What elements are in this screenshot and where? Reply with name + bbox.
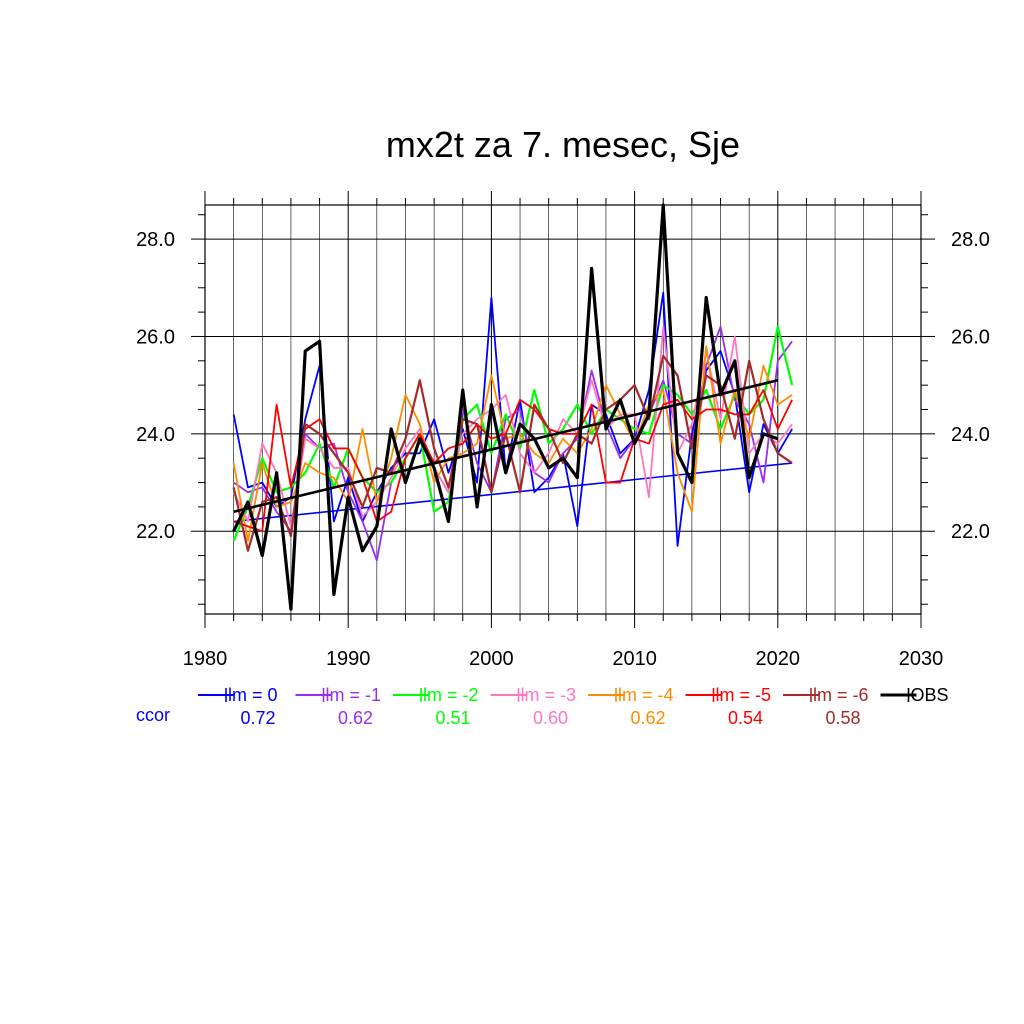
legend-ccor-value: 0.51 — [435, 708, 470, 728]
legend: lm = 0 0.72 lm = -1 0.62 lm = -2 0.51 lm = -3 0… — [136, 685, 949, 728]
y-tick-label: 28.0 — [951, 229, 990, 251]
legend-label: lm = -1 — [326, 685, 382, 705]
y-tick-label: 22.0 — [951, 521, 990, 543]
series-line — [232, 291, 793, 547]
x-tick-label: 1990 — [326, 648, 371, 670]
legend-ccor-value: 0.62 — [630, 708, 665, 728]
y-tick-label: 22.0 — [136, 521, 175, 543]
chart-title: mx2t za 7. mesec, Sje — [386, 124, 740, 165]
ccor-label: ccor — [136, 705, 170, 725]
legend-ccor-value: 0.60 — [533, 708, 568, 728]
plot-frame — [204, 204, 922, 615]
legend-ccor-value: 0.62 — [338, 708, 373, 728]
y-tick-label: 26.0 — [136, 326, 175, 348]
legend-label: lm = -5 — [716, 685, 772, 705]
x-tick-label: 2020 — [756, 648, 801, 670]
trend-line — [233, 462, 793, 523]
x-tick-label: 2010 — [612, 648, 657, 670]
legend-label: lm = 0 — [228, 685, 278, 705]
legend-label: lm = -3 — [521, 685, 577, 705]
x-tick-label: 2000 — [469, 648, 514, 670]
y-tick-label: 24.0 — [136, 424, 175, 446]
trend-line — [233, 379, 779, 514]
legend-ccor-value: 0.58 — [825, 708, 860, 728]
legend-ccor-value: 0.72 — [240, 708, 275, 728]
y-tick-label: 28.0 — [136, 229, 175, 251]
series-line — [232, 203, 779, 611]
y-tick-label: 24.0 — [951, 424, 990, 446]
legend-label: OBS — [911, 685, 949, 705]
legend-label: lm = -6 — [813, 685, 869, 705]
legend-label: lm = -2 — [423, 685, 479, 705]
x-tick-label: 1980 — [183, 648, 228, 670]
plot-area: 22.0 22.0 24.0 24.0 26.0 26.0 28.0 28.0 1980 1990… — [136, 191, 990, 670]
legend-label: lm = -4 — [618, 685, 674, 705]
y-tick-label: 26.0 — [951, 326, 990, 348]
x-tick-label: 2030 — [899, 648, 944, 670]
legend-ccor-value: 0.54 — [728, 708, 763, 728]
